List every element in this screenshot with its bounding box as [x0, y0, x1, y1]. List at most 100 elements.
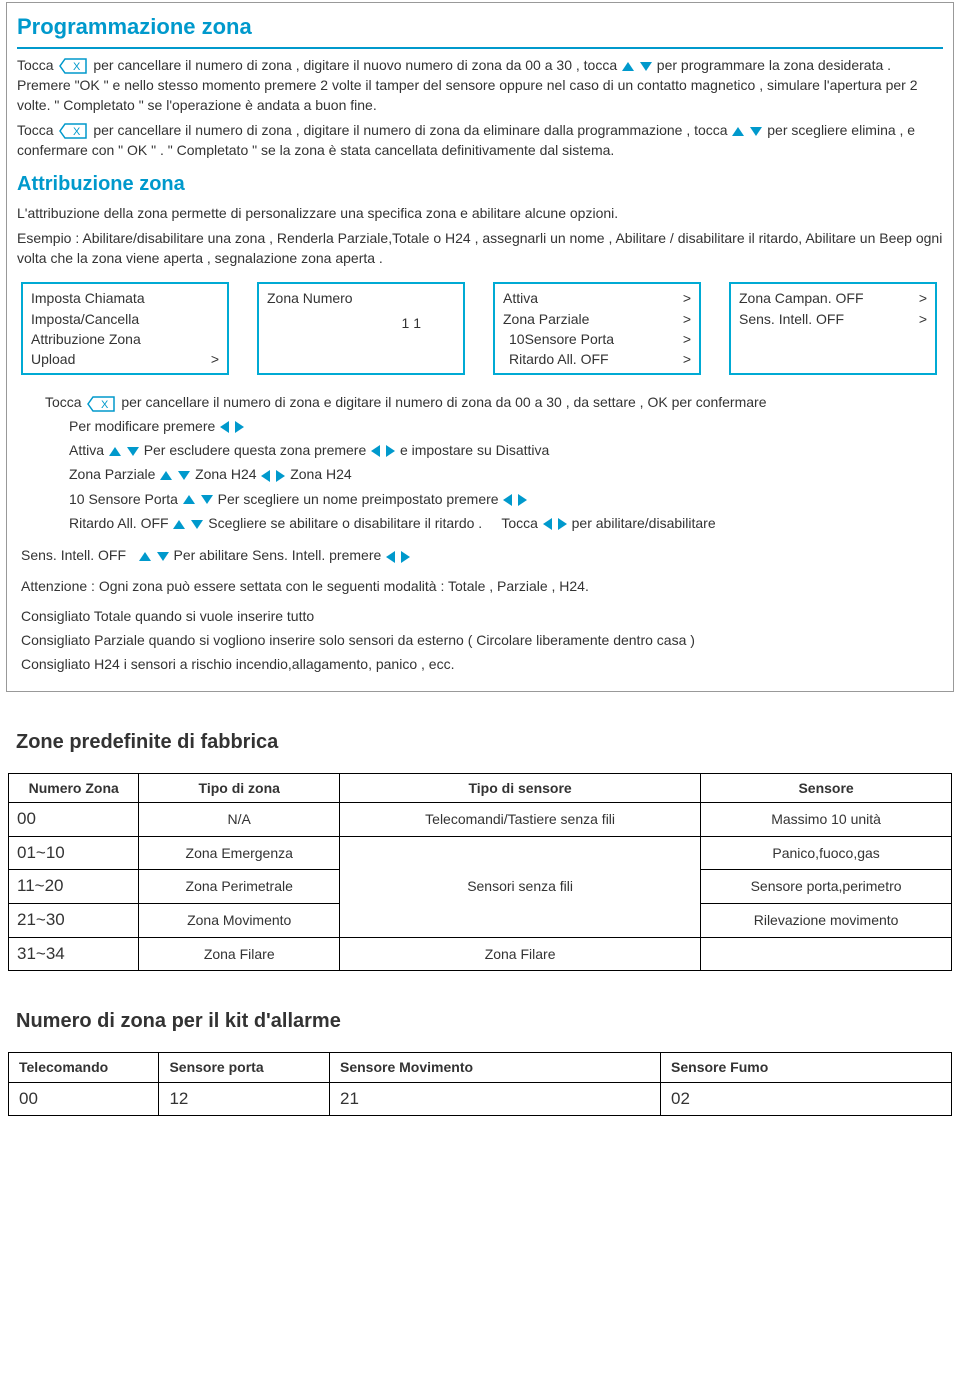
triangle-left-icon — [503, 494, 512, 506]
text: 10 Sensore Porta — [69, 491, 178, 507]
text: Zona H24 — [195, 466, 256, 482]
chevron-right-icon: > — [683, 309, 691, 329]
triangle-right-icon — [518, 494, 527, 506]
triangle-up-icon — [109, 447, 121, 456]
para-attr-1: L'attribuzione della zona permette di pe… — [17, 203, 943, 223]
text: e impostare su Disattiva — [400, 442, 549, 458]
cell: 00 — [9, 803, 139, 837]
cell: 31~34 — [9, 937, 139, 971]
triangle-up-icon — [139, 552, 151, 561]
th: Telecomando — [9, 1053, 159, 1082]
chevron-right-icon: > — [919, 309, 927, 329]
cell: 12 — [159, 1082, 330, 1116]
menu-item: Imposta Chiamata — [31, 288, 219, 308]
triangle-up-icon — [173, 520, 185, 529]
cell: Zona Movimento — [139, 903, 340, 937]
th-numero: Numero Zona — [9, 773, 139, 802]
cell: Zona Filare — [340, 937, 701, 971]
menu-item: Attiva — [503, 288, 538, 308]
delete-x-icon: X — [87, 396, 115, 412]
cell: Panico,fuoco,gas — [701, 836, 952, 870]
kit-table: Telecomando Sensore porta Sensore Movime… — [8, 1052, 952, 1116]
svg-text:X: X — [101, 399, 109, 411]
th-tiposens: Tipo di sensore — [340, 773, 701, 802]
delete-x-icon: X — [59, 58, 87, 74]
th: Sensore Fumo — [661, 1053, 952, 1082]
main-box: Programmazione zona Tocca X per cancella… — [6, 2, 954, 692]
triangle-left-icon — [371, 445, 380, 457]
note-totale: Consigliato Totale quando si vuole inser… — [21, 606, 939, 626]
triangle-right-icon — [401, 551, 410, 563]
cell: Sensore porta,perimetro — [701, 870, 952, 904]
section-title-attribuzione: Attribuzione zona — [17, 164, 943, 201]
th: Sensore Movimento — [330, 1053, 661, 1082]
triangle-right-icon — [558, 518, 567, 530]
delete-x-icon: X — [59, 123, 87, 139]
para-attr-2: Esempio : Abilitare/disabilitare una zon… — [17, 228, 943, 269]
text: Ritardo All. OFF — [69, 515, 169, 531]
cell: N/A — [139, 803, 340, 837]
menu-item: Upload — [31, 349, 75, 369]
cell: Zona Perimetrale — [139, 870, 340, 904]
menu-item: Ritardo All. OFF — [503, 349, 609, 369]
menu-box-1: Imposta Chiamata Imposta/Cancella Attrib… — [21, 282, 229, 375]
note-parziale: Consigliato Parziale quando si vogliono … — [21, 630, 939, 650]
section-title-programmazione: Programmazione zona — [17, 9, 943, 49]
zone-table: Numero Zona Tipo di zona Tipo di sensore… — [8, 773, 952, 972]
cell: 11~20 — [9, 870, 139, 904]
cell: 21 — [330, 1082, 661, 1116]
menu-box-3: Attiva> Zona Parziale> 10Sensore Porta> … — [493, 282, 701, 375]
triangle-left-icon — [543, 518, 552, 530]
cell: Rilevazione movimento — [701, 903, 952, 937]
instructions-indent: Per modificare premere Attiva Per esclud… — [17, 416, 943, 533]
text: Scegliere se abilitare o disabilitare il… — [208, 515, 482, 531]
chevron-right-icon: > — [683, 329, 691, 349]
th: Sensore porta — [159, 1053, 330, 1082]
text: Sens. Intell. OFF — [21, 547, 126, 563]
para-2: Tocca X per cancellare il numero di zona… — [17, 120, 943, 161]
triangle-down-icon — [178, 471, 190, 480]
text: per cancellare il numero di zona , digit… — [93, 57, 617, 73]
svg-text:X: X — [73, 126, 81, 138]
text: Tocca — [501, 515, 538, 531]
text: Tocca — [17, 122, 54, 138]
cell: 01~10 — [9, 836, 139, 870]
text: Zona H24 — [290, 466, 351, 482]
triangle-down-icon — [640, 62, 652, 71]
menu-item: Sens. Intell. OFF — [739, 309, 844, 329]
text: Per modificare premere — [69, 418, 215, 434]
svg-text:X: X — [73, 61, 81, 73]
chevron-right-icon: > — [683, 349, 691, 369]
table1-heading: Zone predefinite di fabbrica — [0, 692, 960, 773]
menu-box-4: Zona Campan. OFF> Sens. Intell. OFF> — [729, 282, 937, 375]
tail-section: Sens. Intell. OFF Per abilitare Sens. In… — [17, 537, 943, 674]
zone-number-value: 1 1 — [267, 309, 455, 333]
triangle-up-icon — [622, 62, 634, 71]
text: Per abilitare Sens. Intell. premere — [174, 547, 382, 563]
menu-item: Zona Numero — [267, 288, 455, 308]
menu-item: 10Sensore Porta — [503, 329, 614, 349]
triangle-down-icon — [127, 447, 139, 456]
cell: Telecomandi/Tastiere senza fili — [340, 803, 701, 837]
triangle-down-icon — [191, 520, 203, 529]
text: per cancellare il numero di zona , digit… — [93, 122, 727, 138]
menu-item: Zona Parziale — [503, 309, 589, 329]
triangle-right-icon — [235, 421, 244, 433]
text: Per escludere questa zona premere — [144, 442, 367, 458]
cell: 02 — [661, 1082, 952, 1116]
text: Attiva — [69, 442, 104, 458]
triangle-right-icon — [276, 470, 285, 482]
cell — [701, 937, 952, 971]
chevron-right-icon: > — [683, 288, 691, 308]
text: per cancellare il numero di zona e digit… — [121, 394, 766, 410]
cell: Zona Emergenza — [139, 836, 340, 870]
triangle-down-icon — [750, 127, 762, 136]
para-1: Tocca X per cancellare il numero di zona… — [17, 55, 943, 116]
cell: 21~30 — [9, 903, 139, 937]
triangle-left-icon — [261, 470, 270, 482]
menu-row: Imposta Chiamata Imposta/Cancella Attrib… — [17, 272, 943, 385]
text: Zona Parziale — [69, 466, 155, 482]
triangle-down-icon — [201, 495, 213, 504]
th-tipo: Tipo di zona — [139, 773, 340, 802]
text: Tocca — [45, 394, 82, 410]
